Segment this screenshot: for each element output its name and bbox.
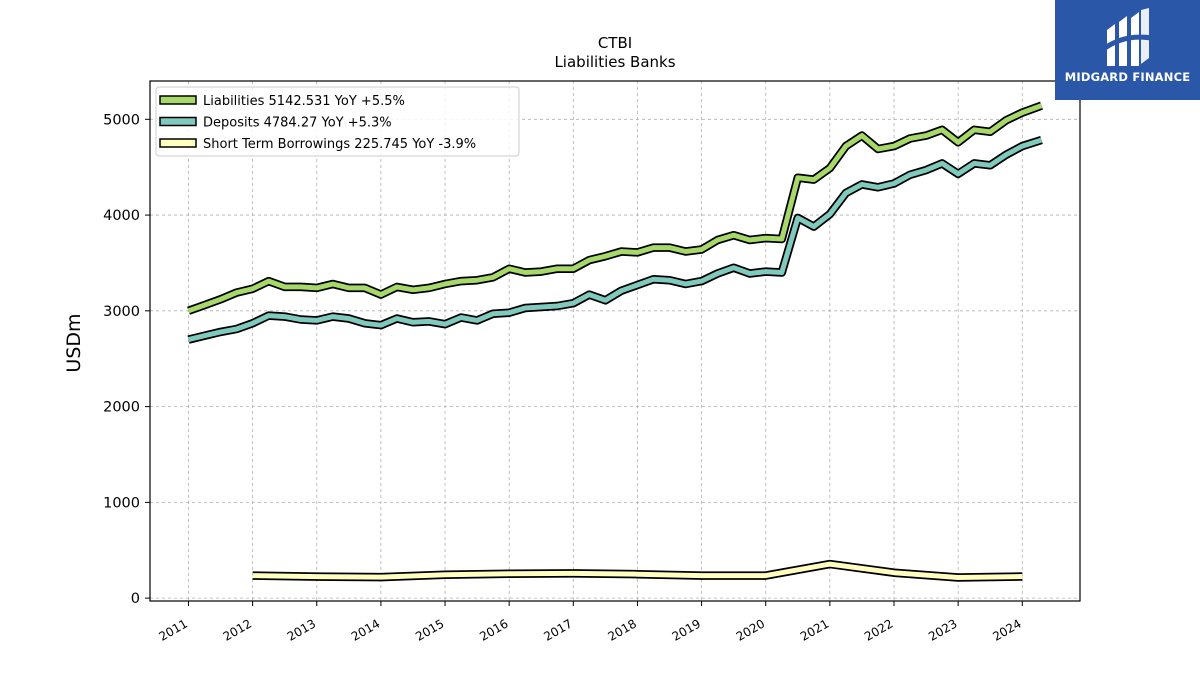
legend: Liabilities 5142.531 YoY +5.5% Deposits 4… [155, 86, 520, 157]
chart-subtitle: Liabilities Banks [554, 53, 675, 71]
legend-swatch [159, 95, 197, 105]
y-tick-label: 3000 [103, 304, 140, 320]
x-tick-label: 2014 [349, 616, 382, 643]
x-tick-label: 2024 [990, 616, 1023, 643]
legend-swatch [159, 116, 197, 127]
legend-label: Short Term Borrowings 225.745 YoY -3.9% [203, 137, 476, 152]
x-tick-label: 2018 [605, 616, 638, 643]
brand-logo: MIDGARD FINANCE [1055, 0, 1200, 100]
x-tick-label: 2016 [477, 616, 510, 643]
series-line-2 [252, 561, 1023, 580]
x-tick-label: 2011 [157, 616, 190, 643]
legend-label: Liabilities 5142.531 YoY +5.5% [203, 94, 405, 109]
legend-label: Deposits 4784.27 YoY +5.3% [203, 116, 392, 131]
x-tick-label: 2023 [926, 616, 959, 643]
series-lines [187, 101, 1043, 582]
x-tick-label: 2019 [670, 616, 703, 643]
plot-frame [149, 80, 1081, 602]
y-tick-label: 0 [131, 591, 140, 607]
y-tick-label: 4000 [103, 208, 140, 224]
logo-text: MIDGARD FINANCE [1064, 70, 1191, 84]
legend-swatch [159, 138, 197, 148]
y-tick-label: 5000 [103, 112, 140, 128]
x-tick-label: 2017 [541, 616, 574, 643]
midgard-logo-icon [1103, 8, 1152, 66]
x-tick-label: 2012 [221, 616, 254, 643]
series-line-1 [187, 137, 1043, 343]
x-tick-label: 2013 [285, 616, 318, 643]
x-tick-label: 2015 [413, 616, 446, 643]
chart-title: CTBI [598, 34, 632, 52]
x-tick-label: 2021 [798, 616, 831, 643]
x-tick-label: 2022 [862, 616, 895, 643]
legend-box [155, 86, 520, 157]
x-tick-label: 2020 [734, 616, 767, 643]
series-line-0 [187, 103, 1043, 314]
y-tick-label: 1000 [103, 495, 140, 511]
grid [150, 81, 1080, 601]
y-axis-label: USDm [63, 313, 85, 372]
y-tick-label: 2000 [103, 400, 140, 416]
